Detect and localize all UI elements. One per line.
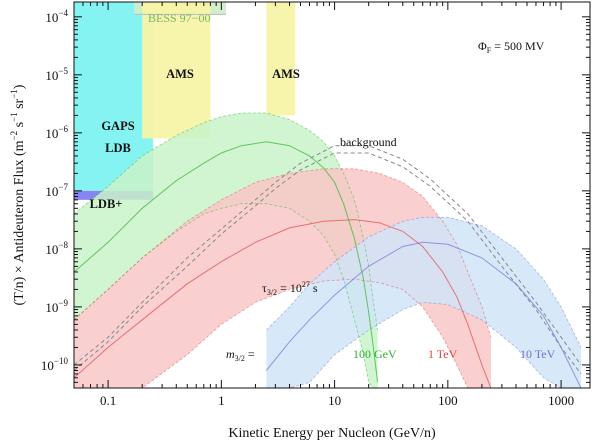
band-2 [266, 217, 581, 388]
y-tick-label-5: 10−5 [45, 66, 68, 83]
solar-modulation-label: ΦF = 500 MV [478, 39, 545, 55]
background-upper-line [74, 145, 582, 366]
m-subscript: 3/2 [235, 354, 245, 363]
sensitivity-regions [74, 2, 296, 200]
band-lower-edge-2 [266, 301, 581, 388]
band-upper-edge-2 [266, 216, 582, 348]
axes: 0.1 1 10 100 1000 10−10 10−9 10−8 10−7 10−6 10−5 10… [41, 2, 590, 408]
band-upper-edge-1 [74, 168, 492, 338]
background-lower-line [74, 152, 582, 375]
series-label-1tev: 1 TeV [428, 347, 458, 361]
x-axis-title: Kinetic Energy per Nucleon (GeV/n) [228, 426, 436, 441]
region-label-bess: BESS 97−00 [148, 11, 210, 25]
phi-symbol: Φ [478, 39, 487, 53]
y-axis-title-part: −1 [9, 89, 19, 99]
y-axis-title: (T/n) × Antideuteron Flux (m−2 s−1 sr−1) [9, 84, 27, 305]
region-label-gaps: GAPS [101, 119, 134, 133]
x-tick-label-0: 0.1 [100, 393, 116, 408]
series-label-100gev: 100 GeV [353, 347, 397, 361]
phi-value: = 500 MV [491, 39, 544, 53]
series-lines [74, 112, 582, 388]
y-axis-title-part: (T/n) × Antideuteron Flux (m [12, 140, 27, 305]
band-1 [74, 168, 491, 388]
band-lower-edge-1 [74, 278, 491, 388]
series-central-line-2 [266, 241, 582, 388]
x-tick-label-3: 100 [438, 393, 458, 408]
region-label-ldb: LDB [105, 141, 131, 155]
series-central-line-0 [74, 141, 379, 383]
tau-subscript: 3/2 [267, 288, 277, 297]
series-central-line-1 [74, 219, 492, 388]
x-tick-label-2: 10 [328, 393, 341, 408]
tau-exponent: 27 [302, 280, 310, 289]
phi-subscript: F [487, 46, 492, 55]
m-symbol: m [226, 347, 235, 361]
lifetime-label: τ3/2 = 1027 s [262, 280, 318, 297]
tau-symbol: τ [262, 281, 267, 295]
y-axis-title-part: −2 [9, 131, 19, 141]
y-tick-label-0: 10−10 [41, 356, 69, 373]
band-lower-edge-0 [74, 203, 378, 388]
y-tick-label-3: 10−7 [45, 182, 68, 199]
tau-mid: = 10 [277, 281, 302, 295]
region-ams-3 [142, 2, 211, 139]
y-tick-label-2: 10−8 [45, 240, 68, 257]
m-equals: = [245, 347, 255, 361]
y-axis-title-part: s [12, 122, 27, 131]
region-label-ams-low: AMS [166, 67, 194, 81]
region-label-ams-high: AMS [272, 67, 300, 81]
band-upper-edge-0 [74, 112, 378, 331]
y-tick-label-1: 10−9 [45, 298, 68, 315]
tau-unit: s [310, 281, 318, 295]
y-axis-title-part: sr [12, 98, 27, 112]
x-tick-label-4: 1000 [548, 393, 574, 408]
y-axis-title-part: ) [12, 84, 27, 89]
series-label-10tev: 10 TeV [520, 347, 556, 361]
y-axis-title-part: −1 [9, 112, 19, 122]
background-label: background [340, 135, 397, 149]
region-ams-4 [266, 2, 296, 116]
plot-frame [73, 1, 591, 389]
y-tick-label-6: 10−4 [45, 8, 68, 25]
gravitino-mass-label: m3/2 = [226, 347, 255, 363]
y-tick-label-4: 10−6 [45, 124, 68, 141]
signal-bands [74, 113, 581, 388]
x-tick-label-1: 1 [218, 393, 225, 408]
region-label-ldb-plus: LDB+ [90, 197, 123, 211]
